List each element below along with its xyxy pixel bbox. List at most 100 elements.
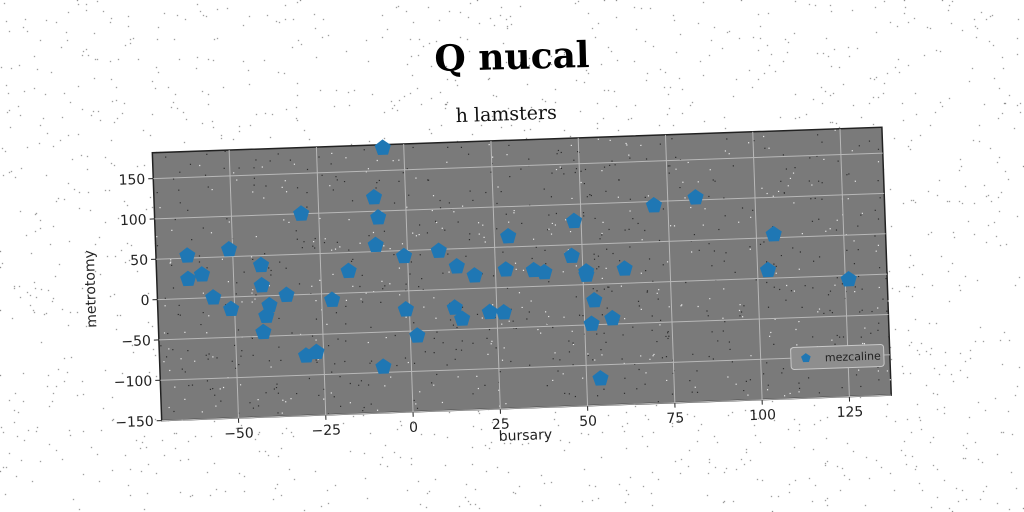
texture-speck xyxy=(612,252,614,255)
texture-speck xyxy=(352,285,354,287)
texture-speck xyxy=(412,146,414,149)
texture-speck xyxy=(490,343,492,345)
texture-speck xyxy=(651,329,653,331)
texture-speck xyxy=(857,275,860,278)
texture-speck xyxy=(798,268,800,270)
texture-speck xyxy=(501,359,504,361)
texture-speck xyxy=(877,370,880,372)
texture-speck xyxy=(596,268,598,270)
texture-speck xyxy=(200,323,202,326)
texture-speck xyxy=(657,298,659,300)
texture-speck xyxy=(276,383,278,385)
texture-speck xyxy=(647,195,650,197)
texture-speck xyxy=(165,356,168,358)
texture-speck xyxy=(661,357,664,359)
texture-speck xyxy=(220,400,222,402)
texture-speck xyxy=(535,246,537,248)
texture-speck xyxy=(390,376,392,378)
texture-speck xyxy=(526,318,528,320)
data-point xyxy=(578,266,595,282)
texture-speck xyxy=(478,233,480,235)
texture-speck xyxy=(487,353,489,355)
texture-speck xyxy=(278,317,280,320)
texture-speck xyxy=(380,301,382,303)
texture-speck xyxy=(396,364,398,367)
texture-speck xyxy=(665,335,667,338)
texture-speck xyxy=(821,141,823,143)
texture-speck xyxy=(315,339,317,341)
texture-speck xyxy=(178,304,180,307)
texture-speck xyxy=(743,389,745,392)
texture-speck xyxy=(625,142,627,145)
texture-speck xyxy=(461,340,463,342)
texture-speck xyxy=(580,170,582,172)
texture-speck xyxy=(206,153,208,155)
texture-speck xyxy=(812,287,814,289)
texture-speck xyxy=(447,253,449,255)
x-tick-label: 75 xyxy=(666,410,684,427)
texture-speck xyxy=(560,167,563,170)
texture-speck xyxy=(163,361,165,363)
texture-speck xyxy=(389,247,391,250)
texture-speck xyxy=(334,248,337,250)
texture-speck xyxy=(344,360,346,363)
texture-speck xyxy=(375,187,377,189)
texture-speck xyxy=(449,319,452,321)
texture-speck xyxy=(235,293,237,295)
texture-speck xyxy=(825,230,827,232)
texture-speck xyxy=(537,328,539,331)
texture-speck xyxy=(861,288,863,290)
texture-speck xyxy=(194,360,196,362)
x-tick-label: −50 xyxy=(224,425,254,442)
texture-speck xyxy=(559,166,561,168)
texture-speck xyxy=(265,185,267,187)
texture-speck xyxy=(858,369,860,371)
texture-speck xyxy=(859,311,861,313)
texture-speck xyxy=(818,392,821,394)
texture-speck xyxy=(484,241,486,243)
texture-speck xyxy=(810,198,812,200)
texture-speck xyxy=(521,306,523,309)
x-tick-label: 125 xyxy=(836,404,863,421)
texture-speck xyxy=(362,410,364,412)
y-tick-label: 150 xyxy=(118,172,145,189)
texture-speck xyxy=(156,236,158,238)
texture-speck xyxy=(252,258,254,261)
texture-speck xyxy=(212,356,214,358)
texture-speck xyxy=(877,218,880,220)
y-tick-label: −150 xyxy=(115,414,154,431)
texture-speck xyxy=(204,174,207,176)
texture-speck xyxy=(608,228,610,231)
texture-speck xyxy=(367,341,369,344)
texture-speck xyxy=(544,249,546,252)
texture-speck xyxy=(363,149,365,151)
texture-speck xyxy=(782,368,785,370)
data-point xyxy=(258,307,275,324)
texture-speck xyxy=(472,393,474,395)
texture-speck xyxy=(765,261,768,263)
texture-speck xyxy=(601,277,603,280)
texture-speck xyxy=(766,362,768,364)
data-point xyxy=(536,263,553,280)
texture-speck xyxy=(577,150,579,153)
texture-speck xyxy=(424,351,426,353)
texture-speck xyxy=(490,171,492,173)
texture-speck xyxy=(389,283,391,285)
texture-speck xyxy=(486,337,488,340)
texture-speck xyxy=(693,233,696,236)
texture-speck xyxy=(606,307,608,309)
texture-speck xyxy=(496,202,498,205)
texture-speck xyxy=(189,163,192,165)
texture-speck xyxy=(419,391,421,393)
texture-speck xyxy=(877,329,879,331)
texture-speck xyxy=(874,235,876,237)
texture-speck xyxy=(831,311,834,314)
texture-speck xyxy=(465,255,467,257)
data-point xyxy=(759,261,777,278)
texture-speck xyxy=(603,166,606,168)
texture-speck xyxy=(656,292,658,294)
texture-speck xyxy=(165,156,167,158)
texture-speck xyxy=(809,157,811,159)
texture-speck xyxy=(739,304,741,306)
